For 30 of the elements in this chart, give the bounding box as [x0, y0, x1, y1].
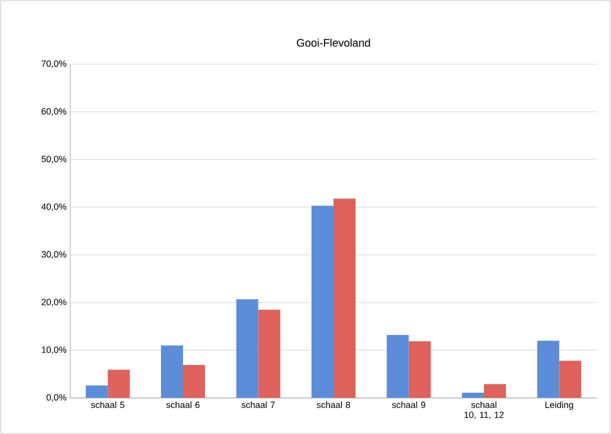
x-tick-label: schaal 9 [392, 401, 426, 408]
y-tick-label: 60,0% [42, 108, 66, 116]
x-tick-label: schaal 6 [166, 401, 200, 408]
bar [311, 206, 334, 398]
bar [484, 384, 506, 398]
y-tick-label: 0,0% [46, 394, 66, 402]
bar [408, 341, 431, 398]
x-tick-label: schaal 10, 11, 12 [464, 401, 504, 419]
y-tick-label: 40,0% [41, 203, 66, 211]
x-tick-label: schaal 5 [91, 401, 124, 408]
bar [236, 299, 258, 398]
x-tick-label: schaal 8 [316, 401, 350, 408]
bar [258, 310, 280, 398]
bar [333, 198, 356, 398]
y-tick-label: 30,0% [42, 251, 66, 259]
bar [108, 370, 130, 398]
bar [537, 340, 560, 398]
y-tick-label: 10,0% [42, 346, 66, 354]
chart-title: Gooi-Flevoland [296, 38, 370, 47]
bar [386, 334, 409, 398]
y-tick-label: 70,0% [42, 60, 66, 68]
bar [462, 392, 484, 398]
y-tick-label: 20,0% [42, 298, 66, 306]
bar [559, 360, 582, 398]
bar [183, 364, 205, 398]
x-tick-label: schaal 7 [242, 401, 275, 408]
x-tick-label: Leiding [545, 401, 574, 410]
bar [86, 385, 108, 398]
bar [161, 345, 184, 398]
y-tick-label: 50,0% [42, 156, 66, 164]
